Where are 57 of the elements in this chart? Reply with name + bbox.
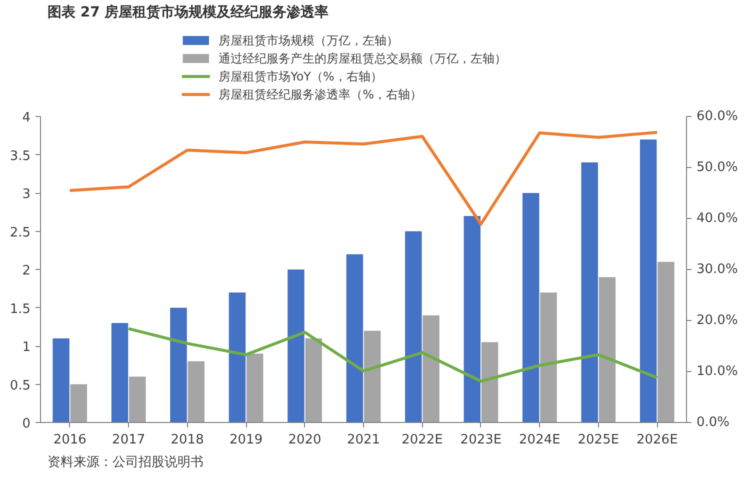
bar	[346, 254, 364, 422]
line-series	[127, 327, 659, 383]
x-tick-label: 2024E	[519, 432, 560, 448]
bar	[129, 376, 146, 422]
x-tick-label: 2018	[170, 432, 204, 448]
legend-label: 房屋租赁市场YoY（%，右轴）	[218, 70, 382, 84]
bar	[422, 315, 440, 422]
bar	[188, 361, 204, 422]
bar	[228, 292, 246, 422]
x-tick-label: 2020	[288, 432, 322, 448]
legend-label: 房屋租赁经纪服务渗透率（%，右轴）	[218, 88, 422, 102]
y-tick-label: 1.5	[10, 302, 31, 317]
y2-tick-label: 40.0%	[696, 211, 738, 226]
y-tick-label: 0	[22, 416, 31, 432]
bar	[288, 270, 304, 422]
bar	[581, 162, 598, 422]
y-tick-label: 1	[22, 340, 31, 355]
bar	[52, 338, 70, 422]
bar	[405, 231, 422, 422]
chart-title: 图表 27 房屋租赁市场规模及经纪服务渗透率	[47, 4, 329, 20]
x-tick-label: 2016	[53, 432, 86, 448]
bar	[364, 330, 381, 422]
y-tick-label: 3.5	[10, 148, 31, 164]
y-tick-label: 2.5	[10, 225, 31, 240]
y-tick-label: 4	[22, 110, 31, 126]
legend-label: 房屋租赁市场规模（万亿，左轴）	[218, 34, 399, 48]
bar	[246, 354, 264, 422]
x-tick-label: 2023E	[460, 432, 502, 448]
bar	[305, 338, 322, 422]
x-tick-label: 2019	[230, 432, 263, 448]
x-tick-label: 2026E	[636, 432, 678, 448]
x-tick-label: 2017	[112, 432, 146, 448]
legend-label: 通过经纪服务产生的房屋租赁总交易额（万亿，左轴）	[218, 52, 507, 66]
y2-tick-label: 10.0%	[696, 364, 738, 379]
bar	[111, 323, 128, 422]
bar	[658, 262, 674, 422]
x-tick-label: 2025E	[578, 432, 620, 448]
bar	[598, 277, 616, 422]
bar	[481, 342, 498, 422]
bar	[640, 139, 657, 422]
bar	[540, 292, 557, 422]
line-series	[68, 130, 659, 226]
y2-tick-label: 30.0%	[696, 262, 738, 277]
y2-tick-label: 60.0%	[696, 109, 738, 124]
y2-tick-label: 0.0%	[696, 415, 730, 430]
text: 资料来源：公司招股说明书	[47, 455, 204, 470]
y2-tick-label: 20.0%	[696, 313, 738, 328]
bar	[70, 384, 88, 422]
y-tick-label: 0.5	[10, 378, 31, 394]
y-tick-label: 2	[22, 264, 31, 278]
y-tick-label: 3	[22, 187, 31, 202]
x-tick-label: 2022E	[402, 432, 443, 448]
x-tick-label: 2021	[346, 432, 380, 448]
bar	[522, 193, 540, 422]
bar	[170, 308, 187, 422]
y2-tick-label: 50.0%	[696, 160, 738, 175]
bar	[464, 216, 481, 422]
